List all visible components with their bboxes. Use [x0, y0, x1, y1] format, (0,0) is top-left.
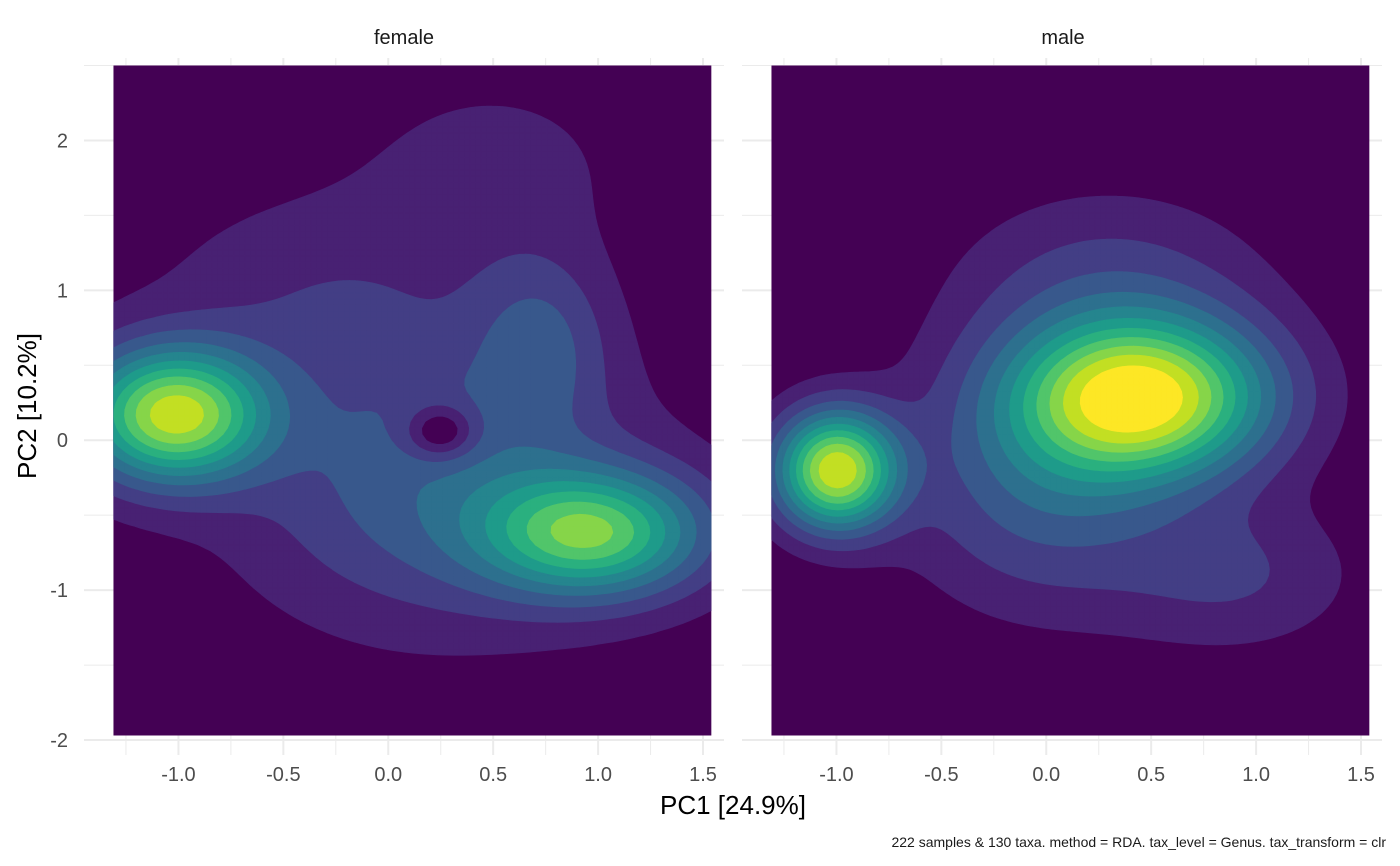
y-tick-label: -2 — [50, 730, 68, 752]
panel-female: -1.0 -0.5 0.0 0.5 1.0 1.5 female — [84, 27, 724, 786]
x-tick-label: -0.5 — [266, 764, 300, 786]
x-tick-label: 0.0 — [1032, 764, 1060, 786]
density-band — [149, 395, 205, 434]
density-band — [1079, 365, 1183, 433]
panel-male: -1.0 -0.5 0.0 0.5 1.0 1.5 male — [742, 27, 1382, 786]
x-tick-label: 0.0 — [374, 764, 402, 786]
density-female — [113, 65, 712, 736]
x-axis-label: PC1 [24.9%] — [660, 790, 806, 820]
x-tick-label: 1.5 — [1347, 764, 1375, 786]
x-tick-label: 1.0 — [1242, 764, 1270, 786]
strip-label-male: male — [1041, 27, 1084, 49]
y-tick-label: 1 — [57, 280, 68, 302]
x-tick-label: -1.0 — [161, 764, 195, 786]
x-tick-label: 0.5 — [1137, 764, 1165, 786]
x-tick-label: 1.5 — [689, 764, 717, 786]
y-axis-label: PC2 [10.2%] — [12, 333, 42, 479]
caption: 222 samples & 130 taxa. method = RDA. ta… — [891, 834, 1386, 850]
x-tick-label: 1.0 — [584, 764, 612, 786]
y-axis-ticks: -2 -1 0 1 2 — [50, 130, 68, 752]
xticks-male: -1.0 -0.5 0.0 0.5 1.0 1.5 — [819, 764, 1375, 786]
x-tick-label: -1.0 — [819, 764, 853, 786]
y-tick-label: 2 — [57, 130, 68, 152]
xticks-female: -1.0 -0.5 0.0 0.5 1.0 1.5 — [161, 764, 717, 786]
density-male — [771, 65, 1370, 736]
y-tick-label: -1 — [50, 580, 68, 602]
y-tick-label: 0 — [57, 430, 68, 452]
strip-label-female: female — [374, 27, 434, 49]
x-tick-label: -0.5 — [924, 764, 958, 786]
x-tick-label: 0.5 — [479, 764, 507, 786]
